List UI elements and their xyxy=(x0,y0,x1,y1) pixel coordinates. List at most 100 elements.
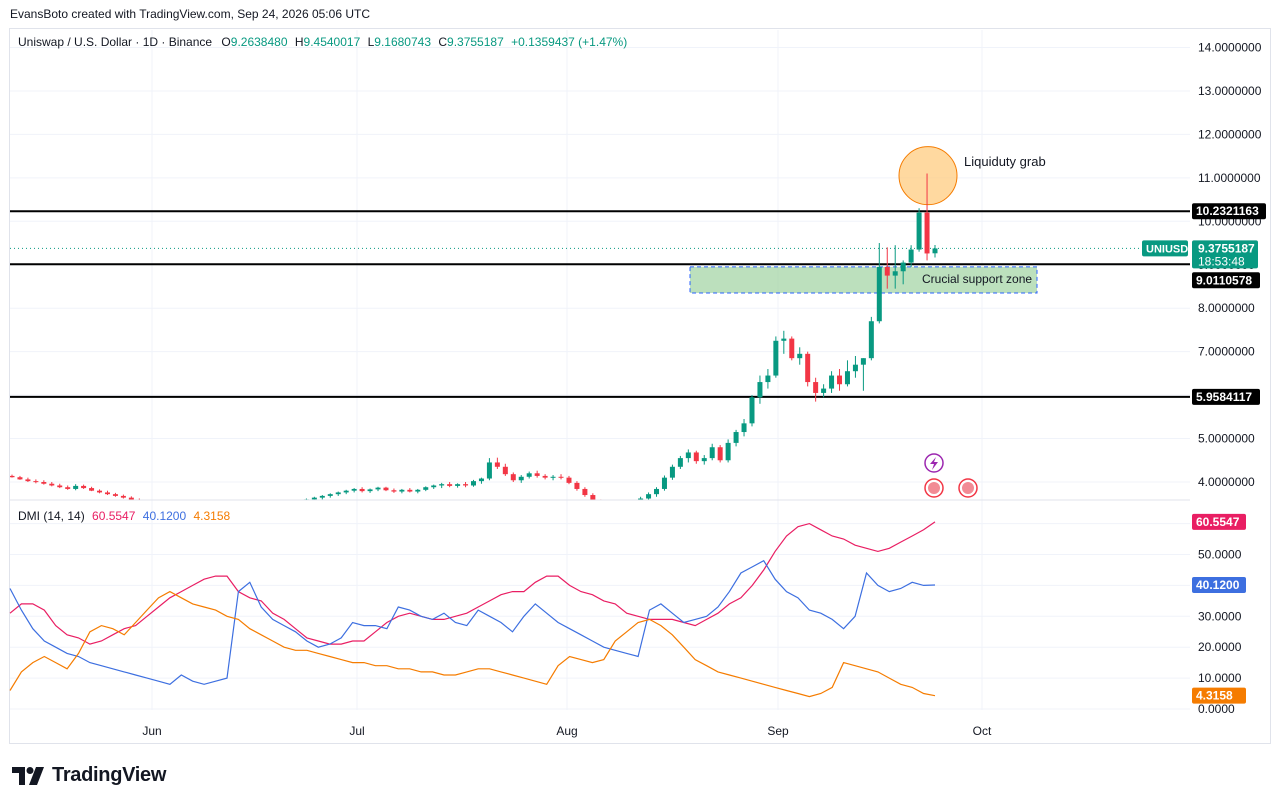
candle-body xyxy=(359,488,365,492)
dmi-tick-label: 30.0000 xyxy=(1198,609,1242,623)
level-low-tag-bg xyxy=(1192,388,1260,405)
candle-body xyxy=(646,494,652,499)
candle-body xyxy=(558,476,564,478)
candle-body xyxy=(486,462,492,479)
candle-body xyxy=(844,371,850,385)
symbol-title[interactable]: Uniswap / U.S. Dollar · 1D · Binance xyxy=(18,35,213,49)
price-legend: Uniswap / U.S. Dollar · 1D · Binance O9.… xyxy=(18,35,628,49)
candle-body xyxy=(924,212,930,254)
adx-value: 60.5547 xyxy=(92,509,136,523)
ticker-tag-bg xyxy=(1142,240,1188,257)
candle-body xyxy=(693,452,699,462)
brand-name: TradingView xyxy=(52,764,167,786)
dmi-tick-label: 10.0000 xyxy=(1198,671,1242,685)
chart-credit: EvansBoto created with TradingView.com, … xyxy=(10,7,370,21)
candle-body xyxy=(733,432,739,443)
candle-body xyxy=(494,462,500,467)
candle-body xyxy=(25,479,31,482)
candle-body xyxy=(240,513,245,514)
candle-body xyxy=(256,510,261,512)
candle-body xyxy=(900,262,906,272)
adx-tag: 60.5547 xyxy=(1196,515,1240,529)
candle-body xyxy=(280,505,285,507)
candle-body xyxy=(383,487,389,491)
candle-body xyxy=(510,474,516,481)
dmi-legend: DMI (14, 14) 60.5547 40.1200 4.3158 xyxy=(18,509,230,523)
candle-body xyxy=(685,452,691,459)
level-high-tag: 10.2321163 xyxy=(1196,204,1259,218)
tradingview-logo-icon xyxy=(12,766,44,785)
candle-body xyxy=(908,249,914,263)
time-tick-label: Jul xyxy=(349,724,364,738)
candle-body xyxy=(669,466,675,478)
candle-body xyxy=(319,495,325,498)
candle-body xyxy=(343,490,349,493)
price-tick-label: 11.0000000 xyxy=(1198,171,1261,185)
candle-body xyxy=(248,512,253,513)
dmi-lines xyxy=(9,521,936,698)
candle-body xyxy=(327,494,333,496)
candle-body xyxy=(542,475,548,478)
plus-di-line xyxy=(9,559,936,685)
candle-body xyxy=(884,266,890,276)
candle-body xyxy=(606,507,611,510)
candle-body xyxy=(932,248,938,254)
candle-body xyxy=(860,358,866,365)
support-zone[interactable] xyxy=(689,266,1038,294)
candle-body xyxy=(145,502,150,504)
candle-body xyxy=(335,492,341,495)
minus-di-tag: 4.3158 xyxy=(1196,689,1233,703)
candle-body xyxy=(447,484,453,486)
price-tick-label: 8.0000000 xyxy=(1198,301,1255,315)
candle-body xyxy=(598,501,603,507)
candle-body xyxy=(311,497,317,500)
candle-body xyxy=(391,490,397,492)
adx-tag-bg xyxy=(1192,513,1246,530)
candle-body xyxy=(805,353,811,383)
dmi-title[interactable]: DMI (14, 14) xyxy=(18,509,85,523)
candle-body xyxy=(161,505,166,506)
candle-body xyxy=(574,482,580,489)
time-axis: Jun Jul Aug Sep Oct xyxy=(142,724,992,738)
high-value: 9.4540017 xyxy=(303,35,361,49)
candle-body xyxy=(399,489,405,492)
candle-body xyxy=(65,487,71,489)
candle-body xyxy=(89,488,95,491)
change-value: +0.1359437 (+1.47%) xyxy=(511,35,628,49)
candle-body xyxy=(614,509,619,511)
candle-body xyxy=(868,321,874,359)
candle-body xyxy=(821,388,827,393)
candle-body xyxy=(789,338,795,359)
countdown-tag: 18:53:48 xyxy=(1198,254,1245,268)
candle-body xyxy=(97,490,103,493)
dmi-grid xyxy=(10,523,1190,710)
candle-body xyxy=(709,447,715,459)
candle-body xyxy=(661,477,667,489)
level-mid-tag: 9.0110578 xyxy=(1196,273,1252,287)
candle-body xyxy=(717,447,723,461)
support-zone-label: Crucial support zone xyxy=(922,272,1032,286)
candle-body xyxy=(81,485,87,489)
price-tick-label: 14.0000000 xyxy=(1198,41,1262,55)
liquidity-grab-marker[interactable] xyxy=(898,146,958,206)
us-flag-icon xyxy=(928,482,940,494)
minus-di-line xyxy=(9,590,936,698)
candle-body xyxy=(630,503,635,506)
time-tick-label: Jun xyxy=(142,724,161,738)
candle-body xyxy=(264,508,269,510)
candle-body xyxy=(232,513,237,514)
tradingview-logo[interactable]: TradingView xyxy=(12,764,166,787)
candle-body xyxy=(17,477,23,480)
low-value: 9.1680743 xyxy=(374,35,432,49)
lightning-icon xyxy=(930,457,938,470)
candle-body xyxy=(725,442,731,461)
minus-di-value: 4.3158 xyxy=(193,509,231,523)
candle-body xyxy=(852,364,858,372)
chart-frame xyxy=(9,28,1271,744)
price-tick-label: 7.0000000 xyxy=(1198,345,1255,359)
time-tick-label: Aug xyxy=(556,724,577,738)
candle-body xyxy=(471,481,476,486)
price-tick-label: 12.0000000 xyxy=(1198,127,1262,141)
candle-body xyxy=(590,495,596,500)
